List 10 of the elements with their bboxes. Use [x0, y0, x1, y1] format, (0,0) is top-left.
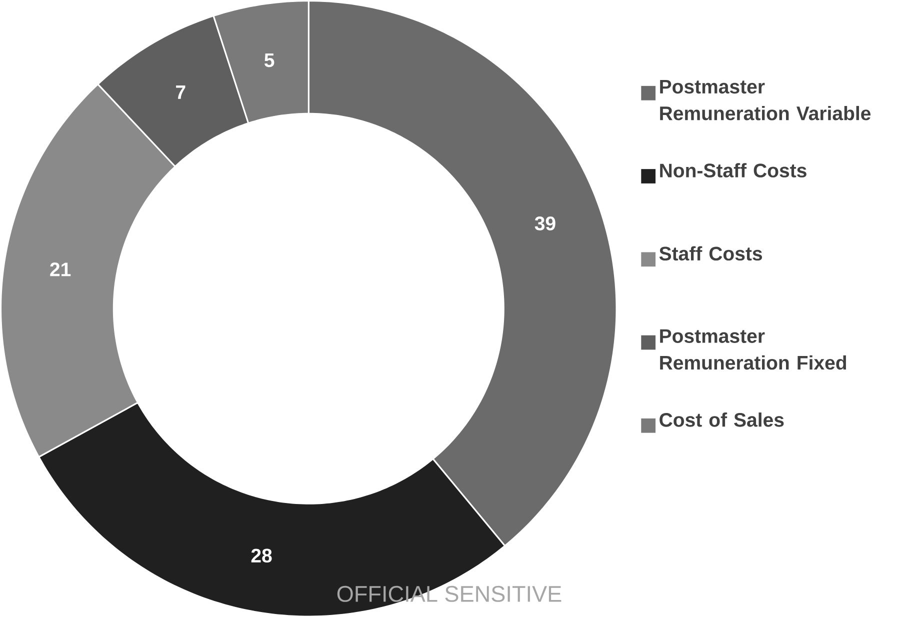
legend-label: Postmaster Remuneration Fixed	[660, 329, 846, 370]
data-label: 5	[264, 53, 274, 67]
data-label: 7	[176, 85, 186, 99]
legend-label: Non-Staff Costs	[660, 162, 806, 178]
legend-label: Staff Costs	[659, 246, 762, 260]
legend-label: Cost of Sales	[660, 412, 784, 427]
data-label: 28	[251, 548, 272, 562]
data-label: 39	[534, 216, 556, 230]
data-label: 21	[50, 262, 71, 276]
legend-label: Postmaster Remuneration Variable	[660, 80, 871, 120]
